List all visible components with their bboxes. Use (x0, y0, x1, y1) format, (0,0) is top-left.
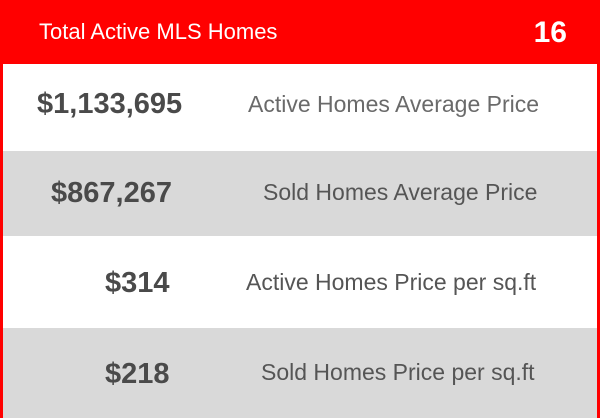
stat-value: $1,133,695 (37, 88, 183, 120)
stat-row-sold-average-price: $867,267 Sold Homes Average Price (3, 151, 597, 236)
stat-label: Sold Homes Price per sq.ft (261, 359, 535, 385)
stat-label: Active Homes Average Price (248, 91, 540, 117)
header-title: Total Active MLS Homes (39, 19, 278, 44)
stat-value: $314 (105, 267, 170, 299)
stat-value: $867,267 (51, 177, 172, 209)
stat-row-active-average-price: $1,133,695 Active Homes Average Price (3, 64, 597, 151)
stat-row-active-price-per-sqft: $314 Active Homes Price per sq.ft (3, 236, 597, 328)
stat-label: Active Homes Price per sq.ft (246, 269, 537, 295)
stat-value: $218 (105, 358, 170, 390)
stat-row-sold-price-per-sqft: $218 Sold Homes Price per sq.ft (3, 328, 597, 418)
stat-label: Sold Homes Average Price (263, 179, 538, 205)
card-header: Total Active MLS Homes 16 (3, 3, 597, 64)
active-homes-count: 16 (533, 16, 567, 49)
